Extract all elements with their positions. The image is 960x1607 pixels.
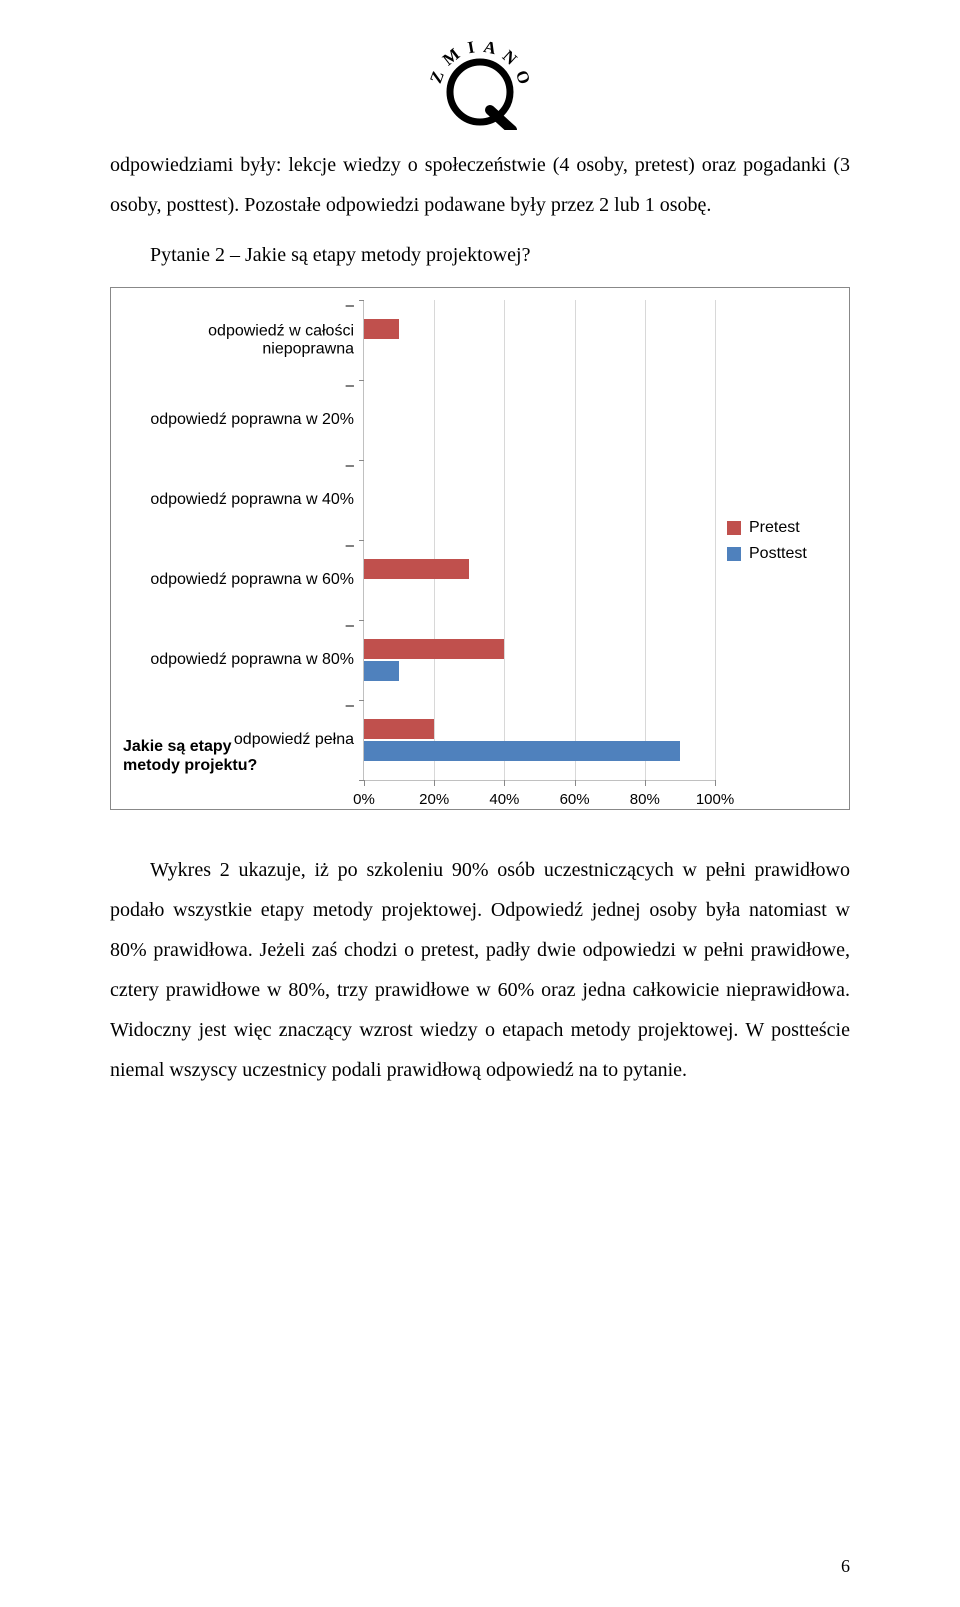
bar-pretest [364,719,434,739]
x-tick-mark [645,780,646,786]
chart-legend: Pretest Posttest [715,300,837,781]
category-label: odpowiedź poprawna w 20% [124,411,364,429]
x-tick-mark [715,780,716,786]
gridline [575,300,576,780]
x-tick-mark [575,780,576,786]
y-tick [359,300,364,301]
y-tick [359,780,364,781]
y-tick [359,460,364,461]
gridline [504,300,505,780]
category-label: odpowiedź poprawna w 40% [124,491,364,509]
legend-swatch [727,547,741,561]
category-dash: – [124,378,364,395]
category-label: odpowiedź w całości niepoprawna [124,322,364,357]
legend-label: Posttest [749,545,807,563]
category-label: odpowiedź poprawna w 80% [124,651,364,669]
gridline [645,300,646,780]
bar-pretest [364,559,469,579]
y-tick [359,380,364,381]
y-tick [359,620,364,621]
category-dash: – [124,698,364,715]
bar-pretest [364,639,504,659]
x-tick-mark [434,780,435,786]
x-tick-label: 60% [560,791,590,808]
x-tick-label: 0% [353,791,375,808]
category-dash: – [124,618,364,635]
bar-posttest [364,741,680,761]
bar-posttest [364,661,399,681]
legend-item-posttest: Posttest [727,545,837,563]
category-label: odpowiedź poprawna w 60% [124,571,364,589]
chart-question-2: 0% 20% 40% 60% 80% 100% odpowiedź w całości ni… [110,287,850,810]
y-tick [359,540,364,541]
category-dash: – [124,538,364,555]
paragraph-1: odpowiedziami były: lekcje wiedzy o społ… [110,145,850,225]
gridline [715,300,716,780]
legend-label: Pretest [749,519,800,537]
x-tick-label: 40% [489,791,519,808]
legend-swatch [727,521,741,535]
paragraph-3: Wykres 2 ukazuje, iż po szkoleniu 90% os… [110,850,850,1090]
paragraph-2: Pytanie 2 – Jakie są etapy metody projek… [110,235,850,275]
category-dash: – [124,458,364,475]
x-tick-mark [364,780,365,786]
logo: Z M I A N O W [110,40,850,135]
bar-pretest [364,319,399,339]
x-tick-label: 100% [696,791,734,808]
chart-question-label: Jakie są etapy metody projektu? [123,738,273,775]
x-tick-label: 80% [630,791,660,808]
y-tick [359,700,364,701]
x-tick-mark [504,780,505,786]
category-dash: – [124,298,364,315]
legend-item-pretest: Pretest [727,519,837,537]
svg-text:Z M I A N O W: Z M I A N O W [420,40,535,93]
gridline [434,300,435,780]
page-number: 6 [841,1556,850,1577]
x-tick-label: 20% [419,791,449,808]
